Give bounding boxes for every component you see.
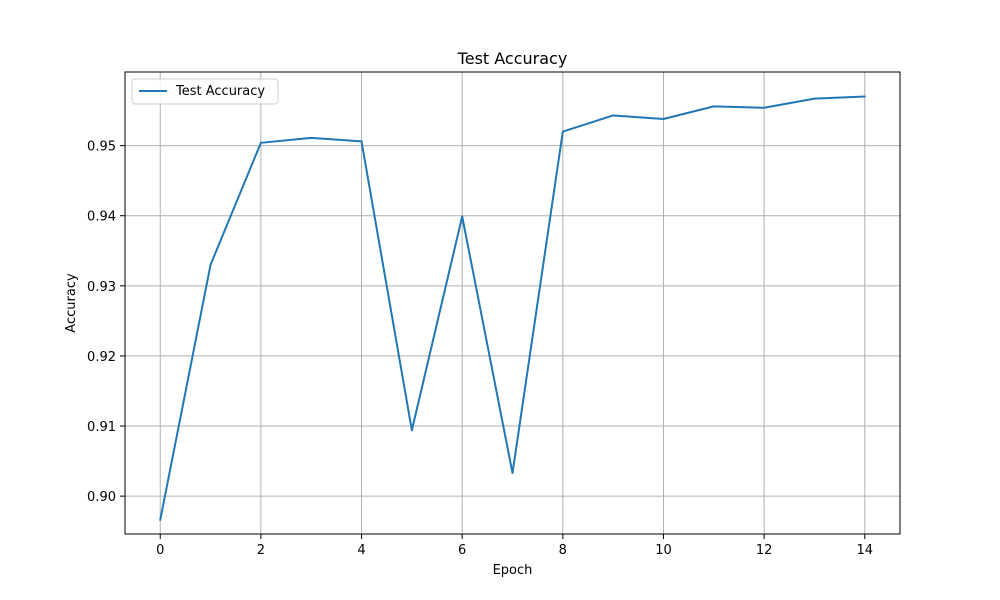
series-layer <box>159 95 866 521</box>
y-tick-label: 0.94 <box>87 210 116 225</box>
data-point <box>612 114 615 117</box>
grid <box>125 72 900 534</box>
legend: Test Accuracy <box>131 78 279 105</box>
data-point <box>561 130 564 133</box>
y-tick-label: 0.93 <box>87 280 116 295</box>
x-tick-label: 10 <box>655 543 672 558</box>
data-point <box>662 117 665 120</box>
legend-label: Test Accuracy <box>175 84 265 99</box>
legend-box <box>131 78 279 105</box>
data-point <box>863 95 866 98</box>
x-tick-label: 4 <box>357 543 365 558</box>
data-point <box>461 215 464 218</box>
y-tick-label: 0.91 <box>87 420 116 435</box>
axis-ticks: 0 2 4 6 8 10 12 14 0.90 0.91 0.92 0.93 0.94 0.95 <box>87 140 873 558</box>
data-point <box>763 106 766 109</box>
x-tick-label: 6 <box>458 543 466 558</box>
x-tick-label: 0 <box>156 543 164 558</box>
y-tick-label: 0.92 <box>87 350 116 365</box>
data-point <box>259 141 262 144</box>
y-axis-label: Accuracy <box>64 273 79 333</box>
data-point <box>159 518 162 521</box>
x-tick-label: 2 <box>257 543 265 558</box>
x-axis-label: Epoch <box>493 563 533 578</box>
y-tick-label: 0.95 <box>87 140 116 155</box>
data-point <box>209 263 212 266</box>
x-tick-label: 12 <box>756 543 773 558</box>
plot-frame <box>124 71 901 535</box>
y-tick-label: 0.90 <box>87 490 116 505</box>
data-point <box>511 472 514 475</box>
x-tick-label: 14 <box>856 543 873 558</box>
data-point <box>813 97 816 100</box>
series-line <box>159 95 865 521</box>
x-tick-label: 8 <box>559 543 567 558</box>
data-point <box>360 140 363 143</box>
chart-title: Test Accuracy <box>457 49 568 68</box>
data-point <box>410 429 413 432</box>
data-point <box>310 136 313 139</box>
data-point <box>712 105 715 108</box>
